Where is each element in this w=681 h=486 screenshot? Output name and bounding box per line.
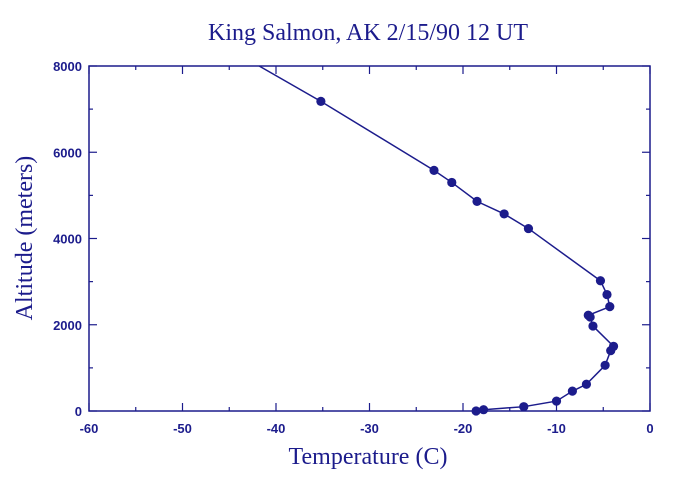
- data-point: [551, 396, 562, 406]
- temperature-profile-line: [258, 65, 615, 412]
- y-tick-label: 4000: [53, 232, 82, 247]
- x-axis-ticks: -60 -50 -40 -30 -20 -10 0: [80, 66, 654, 436]
- x-tick-label: -30: [360, 421, 379, 436]
- data-point: [472, 196, 482, 207]
- data-point: [588, 321, 598, 331]
- data-point: [600, 360, 610, 370]
- x-tick-label: 0: [646, 421, 653, 436]
- chart-title: King Salmon, AK 2/15/90 12 UT: [208, 20, 528, 46]
- y-tick-label: 0: [75, 404, 82, 419]
- data-point: [595, 276, 606, 286]
- x-axis-label: Temperature (C): [289, 444, 448, 470]
- x-tick-label: -40: [267, 421, 286, 436]
- data-point: [478, 405, 489, 415]
- y-axis-ticks: 0 2000 4000 6000 8000: [53, 59, 650, 419]
- x-tick-label: -20: [454, 421, 473, 436]
- x-tick-label: -10: [547, 421, 566, 436]
- data-point: [471, 406, 481, 416]
- data-point: [523, 223, 534, 234]
- data-point: [602, 289, 612, 300]
- y-tick-label: 2000: [53, 318, 82, 333]
- data-point: [583, 310, 593, 320]
- data-point: [581, 379, 592, 389]
- series-layer: [258, 65, 619, 416]
- data-point: [567, 386, 577, 396]
- plot-area: [88, 65, 651, 412]
- data-point: [316, 96, 326, 106]
- x-tick-label: -60: [80, 421, 99, 436]
- y-tick-label: 8000: [53, 59, 82, 74]
- y-axis-label: Altitude (meters): [12, 156, 38, 321]
- x-tick-label: -50: [173, 421, 192, 436]
- data-point: [519, 402, 529, 412]
- y-tick-label: 6000: [53, 145, 82, 160]
- data-point: [605, 302, 615, 312]
- data-point: [608, 341, 619, 351]
- data-point: [499, 209, 509, 219]
- data-point: [447, 177, 457, 188]
- data-point: [429, 165, 439, 175]
